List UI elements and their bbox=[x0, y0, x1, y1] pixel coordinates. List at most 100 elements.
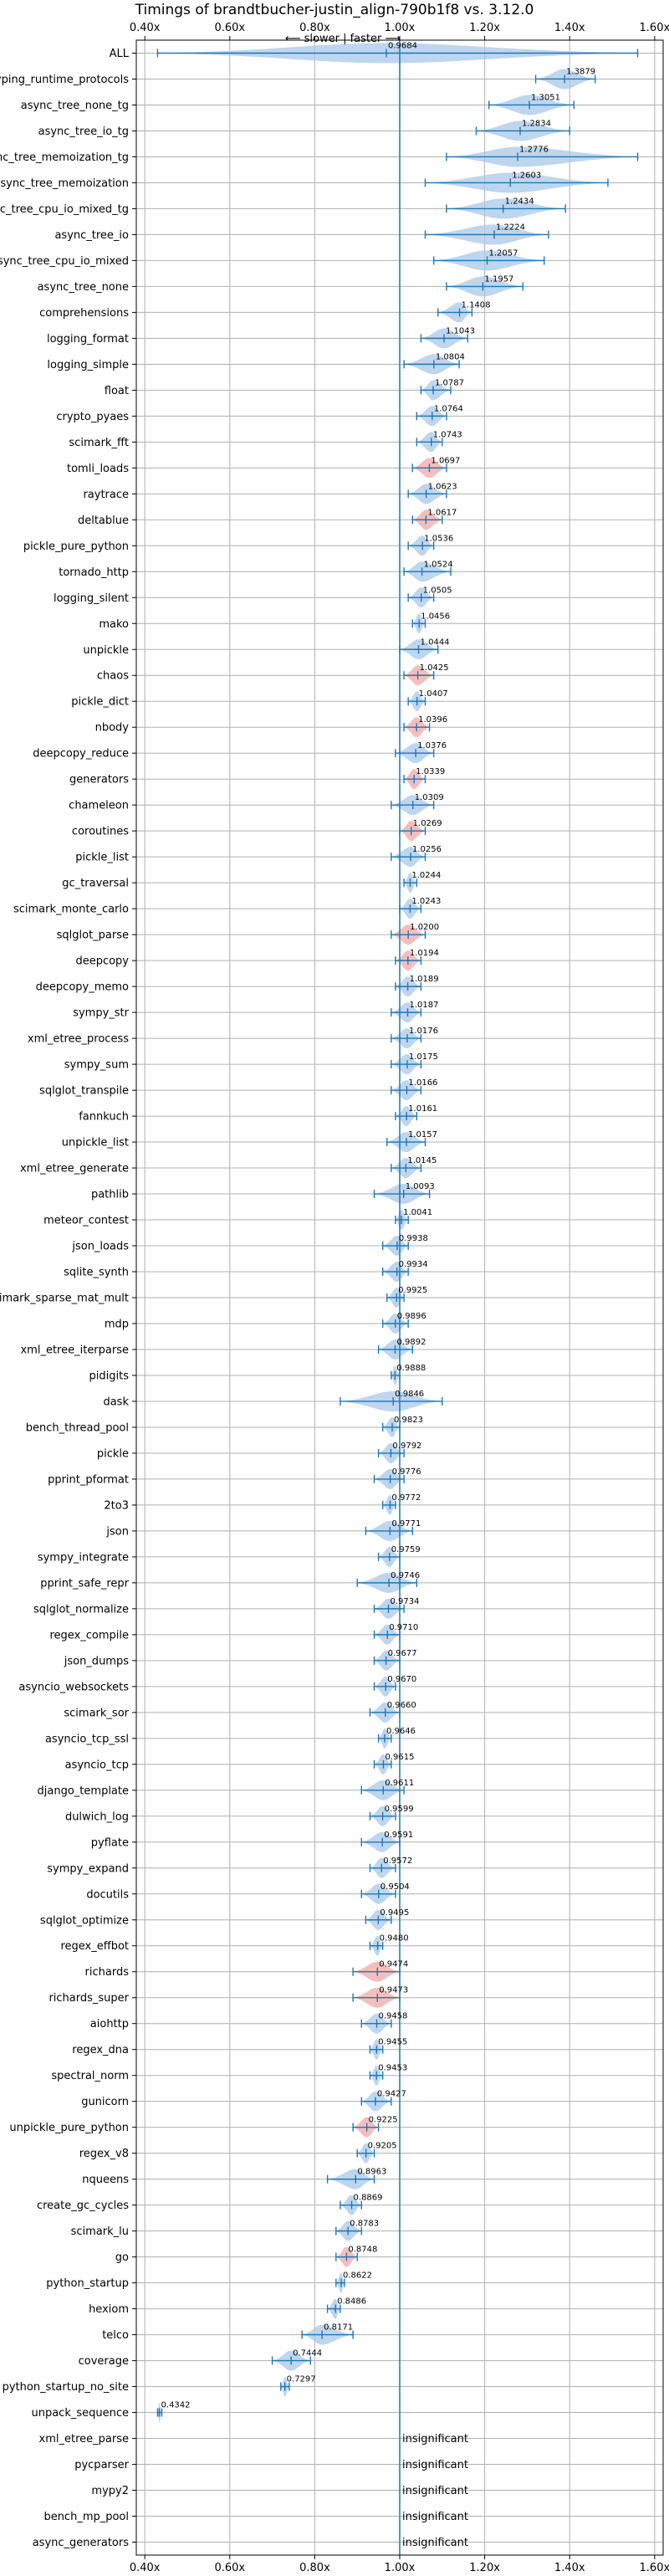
benchmark-label: deltablue bbox=[78, 515, 129, 527]
value-label: 0.9759 bbox=[391, 1545, 421, 1554]
benchmark-label: unpack_sequence bbox=[31, 2407, 129, 2420]
benchmark-label: sqlglot_transpile bbox=[39, 1085, 129, 1098]
benchmark-label: sympy_integrate bbox=[38, 1551, 129, 1564]
value-label: 0.9938 bbox=[399, 1234, 428, 1243]
value-label: 0.9896 bbox=[397, 1312, 426, 1321]
insignificant-label: insignificant bbox=[402, 2433, 468, 2445]
benchmark-label: spectral_norm bbox=[51, 2070, 129, 2082]
value-label: 0.9427 bbox=[377, 2090, 406, 2099]
benchmark-label: bench_mp_pool bbox=[43, 2511, 129, 2523]
x-tick-label-top: 0.40x bbox=[130, 22, 161, 34]
benchmark-label: docutils bbox=[86, 1888, 129, 1901]
benchmark-label: typing_runtime_protocols bbox=[0, 74, 129, 86]
value-label: 0.9599 bbox=[385, 1805, 414, 1814]
value-label: 0.8171 bbox=[324, 2323, 353, 2333]
benchmark-label: unpickle bbox=[83, 644, 129, 657]
benchmark-label: async_generators bbox=[33, 2537, 130, 2549]
benchmark-label: bench_thread_pool bbox=[26, 1421, 129, 1434]
benchmark-label: dulwich_log bbox=[65, 1810, 129, 1823]
value-label: 0.9504 bbox=[380, 1882, 410, 1892]
value-label: 0.8748 bbox=[348, 2246, 377, 2255]
benchmark-label: 2to3 bbox=[104, 1499, 129, 1512]
value-label: 1.0145 bbox=[407, 1156, 437, 1165]
benchmark-label: django_template bbox=[38, 1785, 129, 1797]
value-label: 1.0425 bbox=[420, 663, 449, 673]
benchmark-label: chameleon bbox=[69, 800, 129, 812]
value-label: 0.9934 bbox=[399, 1260, 428, 1269]
value-label: 0.4342 bbox=[161, 2401, 191, 2410]
benchmark-label: richards_super bbox=[49, 1992, 129, 2005]
benchmark-label: sympy_expand bbox=[47, 1862, 129, 1875]
value-label: 0.7297 bbox=[287, 2375, 316, 2384]
benchmark-label: aiohttp bbox=[90, 2018, 129, 2031]
value-label: 1.0505 bbox=[423, 586, 452, 595]
marks-layer bbox=[156, 40, 639, 2555]
value-label: 0.9480 bbox=[380, 1934, 409, 1944]
benchmark-label: richards bbox=[85, 1966, 130, 1979]
value-label: 0.9792 bbox=[392, 1442, 421, 1451]
benchmark-label: async_tree_none bbox=[38, 281, 129, 294]
benchmark-label: pprint_pformat bbox=[48, 1473, 129, 1486]
benchmark-label: async_tree_none_tg bbox=[21, 100, 129, 112]
value-label: 0.9892 bbox=[397, 1338, 426, 1347]
benchmark-label: regex_effbot bbox=[60, 1940, 129, 1953]
benchmark-label: coverage bbox=[79, 2355, 129, 2368]
benchmark-label: async_tree_cpu_io_mixed_tg bbox=[0, 203, 129, 216]
value-label: 1.0309 bbox=[415, 793, 444, 802]
value-label: 0.9225 bbox=[369, 2116, 398, 2125]
x-tick-label-bottom: 0.60x bbox=[214, 2562, 245, 2574]
x-tick-label-top: 1.60x bbox=[640, 22, 669, 34]
benchmark-label: nqueens bbox=[82, 2174, 129, 2186]
benchmark-label: xml_etree_generate bbox=[20, 1163, 129, 1175]
benchmark-label: sqlglot_parse bbox=[57, 930, 129, 942]
x-tick-label-top: 1.00x bbox=[385, 22, 416, 34]
benchmark-label: python_startup_no_site bbox=[3, 2381, 129, 2394]
x-tick-label-top: 1.20x bbox=[469, 22, 500, 34]
value-label: 0.9591 bbox=[384, 1831, 413, 1840]
plot-frame bbox=[135, 39, 664, 2556]
x-tick-label-top: 1.40x bbox=[554, 22, 585, 34]
value-label: 0.9772 bbox=[391, 1493, 421, 1503]
value-label: 1.0623 bbox=[428, 482, 457, 491]
value-label: 1.0244 bbox=[411, 871, 441, 880]
value-label: 0.9495 bbox=[380, 1908, 409, 1918]
insignificant-label: insignificant bbox=[402, 2459, 468, 2471]
value-label: 1.2057 bbox=[489, 248, 518, 258]
value-label: 1.0189 bbox=[410, 975, 439, 984]
value-label: 1.0456 bbox=[421, 612, 450, 621]
x-tick-label-bottom: 1.00x bbox=[385, 2562, 416, 2574]
value-label: 0.9925 bbox=[398, 1286, 427, 1295]
benchmark-label: scimark_sparse_mat_mult bbox=[0, 1293, 129, 1305]
value-label: 1.0407 bbox=[419, 689, 448, 699]
benchmark-label: logging_simple bbox=[47, 359, 129, 371]
benchmark-label: gc_traversal bbox=[62, 878, 129, 890]
value-label: 1.3051 bbox=[531, 93, 560, 102]
benchmark-label: deepcopy bbox=[75, 955, 129, 968]
benchmark-label: logging_silent bbox=[54, 592, 129, 605]
value-label: 1.0176 bbox=[409, 1027, 438, 1036]
value-label: 0.9455 bbox=[378, 2038, 407, 2047]
benchmark-label: chaos bbox=[97, 670, 129, 683]
benchmark-label: go bbox=[115, 2251, 129, 2264]
benchmark-label: tornado_http bbox=[59, 566, 129, 579]
x-tick-label-bottom: 0.40x bbox=[130, 2562, 161, 2574]
benchmark-label: asyncio_tcp_ssl bbox=[45, 1733, 129, 1745]
value-label: 0.9453 bbox=[378, 2064, 407, 2073]
value-label: 1.2834 bbox=[522, 119, 551, 128]
benchmark-label: ALL bbox=[110, 48, 130, 60]
value-label: 0.9710 bbox=[389, 1623, 418, 1632]
value-label: 0.9473 bbox=[379, 1986, 408, 1995]
value-label: 0.9846 bbox=[395, 1390, 424, 1399]
value-label: 0.9746 bbox=[391, 1571, 420, 1580]
benchmark-label: pickle bbox=[97, 1447, 129, 1460]
benchmark-label: comprehensions bbox=[39, 307, 129, 320]
benchmark-label: scimark_monte_carlo bbox=[13, 904, 129, 916]
benchmark-label: mdp bbox=[105, 1318, 129, 1330]
benchmark-label: regex_compile bbox=[49, 1629, 129, 1641]
value-label: 0.7444 bbox=[293, 2349, 322, 2358]
benchmark-label: dask bbox=[103, 1396, 129, 1408]
benchmark-label: hexiom bbox=[89, 2303, 129, 2316]
benchmark-label: create_gc_cycles bbox=[37, 2200, 129, 2212]
value-label: 1.0444 bbox=[421, 638, 450, 647]
